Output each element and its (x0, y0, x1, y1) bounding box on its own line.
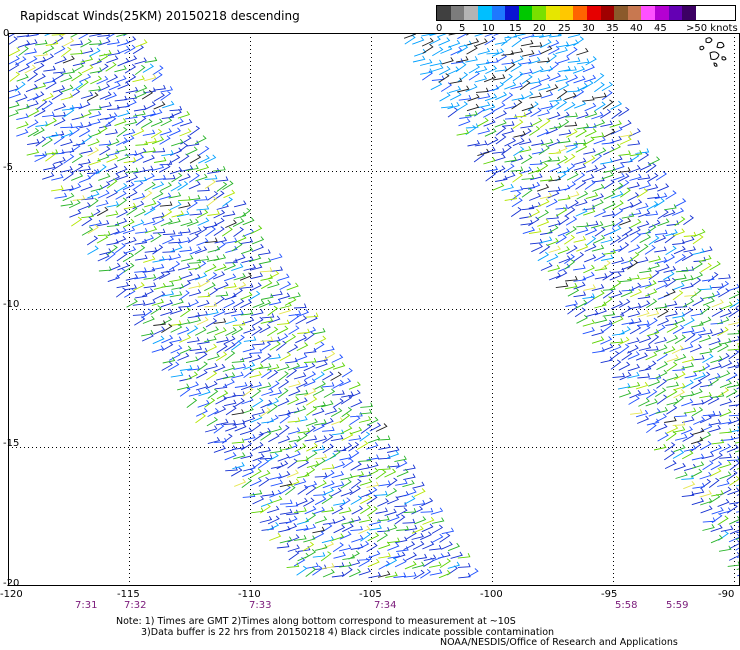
legend-swatch (477, 6, 492, 20)
legend-label: 5 (459, 23, 466, 34)
legend-swatch (491, 6, 506, 20)
galapagos-islands (699, 37, 727, 67)
legend-label: 0 (436, 23, 443, 34)
legend-label: 10 (482, 23, 495, 34)
legend-label: 15 (509, 23, 522, 34)
wind-barb-group (8, 33, 740, 580)
lon-label-115: -115 (117, 589, 140, 600)
wind-map[interactable] (8, 33, 740, 586)
lon-label-105: -105 (359, 589, 382, 600)
swath-time: 5:58 (615, 600, 638, 611)
note-line-2: 3)Data buffer is 22 hrs from 20150218 4)… (141, 627, 555, 638)
legend-swatch (573, 6, 587, 20)
wind-barb-group (14, 33, 740, 576)
legend-label: 40 (630, 23, 643, 34)
legend-swatch (559, 6, 574, 20)
wind-barb-group (62, 33, 705, 578)
lon-label-95: -95 (601, 589, 618, 600)
lon-label-100: -100 (480, 589, 503, 600)
legend-color-bar (436, 5, 736, 21)
swath-time: 5:59 (666, 600, 689, 611)
legend-swatch (437, 6, 451, 20)
legend-swatch (627, 6, 642, 20)
legend-swatch (464, 6, 478, 20)
legend-swatch (546, 6, 560, 20)
footnotes: Note: 1) Times are GMT 2)Times along bot… (116, 616, 554, 638)
legend-swatch (586, 6, 601, 20)
legend-label: >50 knots (686, 23, 738, 34)
lon-label-110: -110 (238, 589, 261, 600)
swath-time: 7:31 (75, 600, 98, 611)
wind-speed-legend: 0 5 10 15 20 25 30 35 40 45 >50 knots (436, 5, 738, 35)
lat-label-0: 0 (3, 28, 10, 39)
credit-line: NOAA/NESDIS/Office of Research and Appli… (440, 637, 678, 648)
note-line-1: Note: 1) Times are GMT 2)Times along bot… (116, 616, 516, 627)
legend-swatch (518, 6, 533, 20)
legend-label: 35 (606, 23, 619, 34)
wind-map-canvas (8, 33, 740, 586)
swath-time: 7:34 (374, 600, 397, 611)
wind-barb-group (16, 49, 740, 579)
wind-barb-group (8, 33, 740, 568)
lat-label-15: -15 (3, 438, 20, 449)
legend-swatch (655, 6, 669, 20)
legend-label: 20 (533, 23, 546, 34)
wind-barbs (8, 33, 740, 580)
lat-label-20: -20 (3, 578, 20, 589)
legend-swatch (614, 6, 628, 20)
legend-label: 25 (558, 23, 571, 34)
legend-label: 45 (654, 23, 667, 34)
swath-time: 7:32 (124, 600, 147, 611)
swath-time: 7:33 (249, 600, 272, 611)
legend-swatch (682, 6, 696, 20)
legend-labels: 0 5 10 15 20 25 30 35 40 45 >50 knots (436, 21, 738, 35)
wind-barb-group (8, 33, 740, 578)
legend-label: 30 (582, 23, 595, 34)
lon-label-120: -120 (0, 589, 23, 600)
map-title: Rapidscat Winds(25KM) 20150218 descendin… (20, 9, 300, 23)
legend-swatch (668, 6, 683, 20)
wind-barb-group (24, 33, 740, 570)
legend-swatch (600, 6, 615, 20)
lat-label-5: -5 (3, 162, 13, 173)
legend-swatch (532, 6, 546, 20)
legend-swatch (505, 6, 519, 20)
lon-label-90: -90 (718, 589, 735, 600)
lat-label-10: -10 (3, 299, 20, 310)
legend-swatch (641, 6, 655, 20)
legend-swatch (450, 6, 465, 20)
wind-barb-group (8, 33, 740, 579)
